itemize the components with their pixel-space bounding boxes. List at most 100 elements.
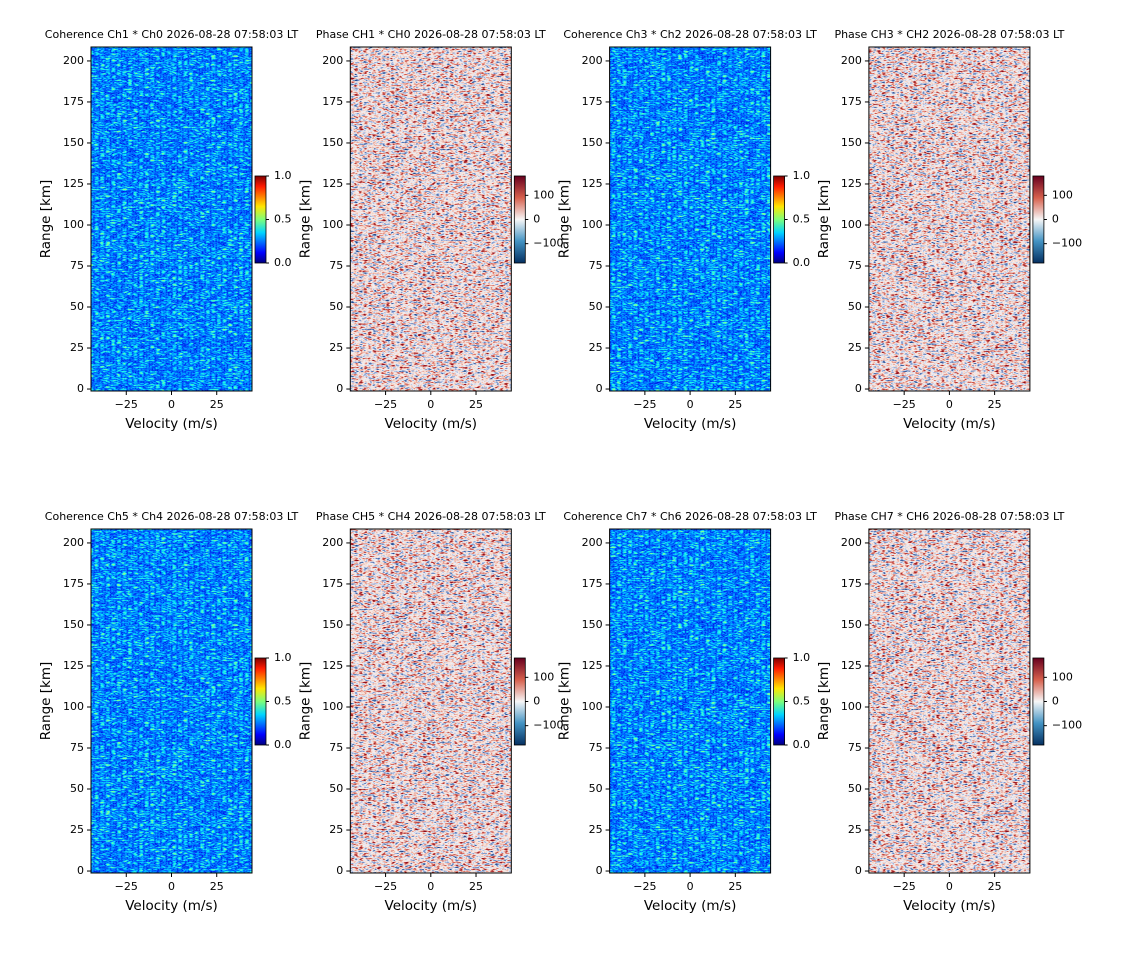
colorbar-tick-label: 0 bbox=[533, 213, 540, 226]
colorbar-tick-label: 0.5 bbox=[274, 695, 292, 708]
x-tick-label: 0 bbox=[427, 880, 434, 893]
y-tick-label: 50 bbox=[70, 300, 84, 313]
x-tick-label: 0 bbox=[168, 880, 175, 893]
y-tick-label: 100 bbox=[63, 700, 84, 713]
y-tick-label: 125 bbox=[63, 659, 84, 672]
x-tick-label: 25 bbox=[210, 398, 224, 411]
colorbar-tick-label: 1.0 bbox=[274, 169, 292, 182]
colorbar bbox=[254, 175, 267, 264]
y-tick-label: 200 bbox=[63, 536, 84, 549]
x-tick-label: 0 bbox=[168, 398, 175, 411]
y-tick-label: 75 bbox=[848, 259, 862, 272]
y-tick-label: 150 bbox=[63, 136, 84, 149]
y-axis-label: Range [km] bbox=[38, 662, 54, 741]
y-tick-label: 100 bbox=[841, 700, 862, 713]
y-axis-label: Range [km] bbox=[816, 662, 832, 741]
colorbar-tick-label: 1.0 bbox=[274, 651, 292, 664]
colorbar-tick-label: 0 bbox=[1052, 695, 1059, 708]
y-tick-label: 125 bbox=[841, 659, 862, 672]
y-tick-label: 150 bbox=[322, 618, 343, 631]
panel-title: Coherence Ch5 * Ch4 2026-08-28 07:58:03 … bbox=[45, 510, 299, 523]
heatmap-texture bbox=[91, 529, 252, 873]
y-tick-label: 0 bbox=[596, 382, 603, 395]
y-tick-label: 25 bbox=[70, 823, 84, 836]
colorbar-tick-label: 0.5 bbox=[274, 213, 292, 226]
colorbar-tick-label: 100 bbox=[533, 188, 554, 201]
colorbar-tick-label: 0.0 bbox=[274, 256, 292, 269]
colorbar bbox=[513, 657, 526, 746]
x-axis-label: Velocity (m/s) bbox=[385, 416, 478, 432]
colorbar-tick-label: 0.5 bbox=[793, 213, 811, 226]
y-axis-label: Range [km] bbox=[557, 662, 573, 741]
y-tick-label: 75 bbox=[70, 259, 84, 272]
y-tick-label: 125 bbox=[322, 177, 343, 190]
y-tick-label: 100 bbox=[63, 218, 84, 231]
y-tick-label: 150 bbox=[582, 618, 603, 631]
y-tick-label: 75 bbox=[589, 259, 603, 272]
heatmap-texture bbox=[609, 47, 771, 391]
colorbar-tick-label: 100 bbox=[1052, 188, 1073, 201]
y-tick-label: 25 bbox=[848, 823, 862, 836]
colorbar-tick-label: 1.0 bbox=[793, 651, 811, 664]
y-tick-label: 200 bbox=[322, 536, 343, 549]
y-tick-label: 0 bbox=[336, 382, 343, 395]
panel-title: Coherence Ch3 * Ch2 2026-08-28 07:58:03 … bbox=[563, 28, 817, 41]
y-tick-label: 0 bbox=[77, 864, 84, 877]
y-tick-label: 100 bbox=[582, 218, 603, 231]
y-tick-label: 200 bbox=[322, 54, 343, 67]
panel-title: Phase CH7 * CH6 2026-08-28 07:58:03 LT bbox=[834, 510, 1064, 523]
y-tick-label: 150 bbox=[582, 136, 603, 149]
heatmap-texture bbox=[868, 47, 1030, 391]
x-axis-label: Velocity (m/s) bbox=[644, 416, 737, 432]
x-axis-label: Velocity (m/s) bbox=[385, 898, 478, 914]
panel-title: Coherence Ch1 * Ch0 2026-08-28 07:58:03 … bbox=[45, 28, 299, 41]
x-axis-label: Velocity (m/s) bbox=[903, 416, 996, 432]
y-tick-label: 125 bbox=[582, 177, 603, 190]
y-tick-label: 150 bbox=[63, 618, 84, 631]
y-tick-label: 50 bbox=[589, 300, 603, 313]
y-axis-label: Range [km] bbox=[816, 180, 832, 259]
y-tick-label: 100 bbox=[582, 700, 603, 713]
y-tick-label: 175 bbox=[63, 95, 84, 108]
x-tick-label: −25 bbox=[633, 398, 656, 411]
x-tick-label: −25 bbox=[115, 398, 138, 411]
colorbar-tick-label: 0 bbox=[1052, 213, 1059, 226]
y-tick-label: 50 bbox=[848, 300, 862, 313]
y-axis-label: Range [km] bbox=[297, 180, 313, 259]
y-tick-label: 75 bbox=[70, 741, 84, 754]
panel-title: Phase CH5 * CH4 2026-08-28 07:58:03 LT bbox=[316, 510, 546, 523]
colorbar-tick-label: 0.5 bbox=[793, 695, 811, 708]
colorbar-tick-label: −100 bbox=[533, 719, 563, 732]
y-tick-label: 175 bbox=[841, 95, 862, 108]
y-tick-label: 25 bbox=[589, 341, 603, 354]
x-tick-label: 25 bbox=[469, 880, 483, 893]
y-tick-label: 175 bbox=[63, 577, 84, 590]
y-tick-label: 0 bbox=[596, 864, 603, 877]
heatmap-texture bbox=[350, 47, 512, 391]
y-axis-label: Range [km] bbox=[557, 180, 573, 259]
x-tick-label: 0 bbox=[687, 398, 694, 411]
colorbar bbox=[773, 657, 785, 746]
y-tick-label: 75 bbox=[329, 741, 343, 754]
y-tick-label: 25 bbox=[589, 823, 603, 836]
colorbar bbox=[773, 175, 785, 264]
y-tick-label: 0 bbox=[336, 864, 343, 877]
x-axis-label: Velocity (m/s) bbox=[125, 898, 218, 914]
x-tick-label: 25 bbox=[988, 398, 1002, 411]
y-tick-label: 100 bbox=[322, 218, 343, 231]
x-tick-label: 25 bbox=[728, 398, 742, 411]
y-tick-label: 200 bbox=[582, 536, 603, 549]
y-tick-label: 25 bbox=[329, 341, 343, 354]
y-tick-label: 50 bbox=[589, 782, 603, 795]
x-axis-label: Velocity (m/s) bbox=[644, 898, 737, 914]
x-axis-label: Velocity (m/s) bbox=[125, 416, 218, 432]
colorbar-tick-label: 100 bbox=[1052, 670, 1073, 683]
y-tick-label: 100 bbox=[322, 700, 343, 713]
x-tick-label: 25 bbox=[728, 880, 742, 893]
colorbar-tick-label: −100 bbox=[1052, 719, 1082, 732]
y-tick-label: 75 bbox=[589, 741, 603, 754]
y-tick-label: 25 bbox=[70, 341, 84, 354]
x-tick-label: 0 bbox=[427, 398, 434, 411]
x-tick-label: 25 bbox=[988, 880, 1002, 893]
x-tick-label: −25 bbox=[374, 398, 397, 411]
